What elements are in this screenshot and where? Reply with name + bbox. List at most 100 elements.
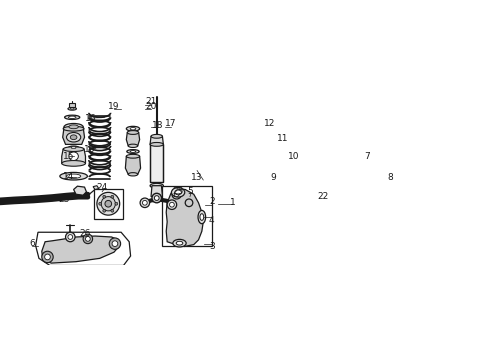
Ellipse shape — [70, 108, 74, 109]
Ellipse shape — [173, 239, 186, 247]
Circle shape — [152, 193, 162, 203]
Circle shape — [115, 202, 118, 205]
Circle shape — [111, 209, 114, 212]
Ellipse shape — [150, 183, 163, 188]
Circle shape — [112, 241, 118, 247]
Circle shape — [42, 251, 53, 263]
Ellipse shape — [70, 135, 77, 140]
Ellipse shape — [128, 173, 138, 176]
Polygon shape — [166, 189, 203, 247]
Circle shape — [185, 199, 193, 207]
Ellipse shape — [60, 172, 87, 180]
Circle shape — [140, 198, 149, 208]
Circle shape — [167, 200, 177, 210]
Text: 24: 24 — [97, 183, 108, 192]
Ellipse shape — [175, 190, 181, 195]
Text: 15: 15 — [63, 152, 74, 161]
Circle shape — [68, 235, 73, 239]
Text: 13: 13 — [191, 173, 203, 182]
Circle shape — [85, 237, 90, 241]
Polygon shape — [42, 236, 120, 263]
Polygon shape — [93, 186, 99, 189]
Polygon shape — [150, 136, 163, 144]
Ellipse shape — [130, 127, 136, 130]
Ellipse shape — [67, 132, 81, 142]
Circle shape — [172, 189, 181, 199]
Text: 10: 10 — [288, 152, 299, 161]
Bar — [162, 186, 212, 246]
Text: 3: 3 — [209, 242, 215, 251]
Text: 21: 21 — [146, 97, 157, 106]
Text: 7: 7 — [364, 152, 369, 161]
Ellipse shape — [127, 150, 139, 153]
Ellipse shape — [62, 161, 85, 166]
Polygon shape — [36, 232, 131, 265]
Text: 25: 25 — [172, 187, 184, 196]
Circle shape — [109, 238, 121, 249]
Text: 17: 17 — [165, 120, 177, 129]
Text: 23: 23 — [58, 195, 70, 204]
Text: 14: 14 — [63, 172, 74, 181]
Circle shape — [143, 201, 147, 205]
Ellipse shape — [65, 115, 80, 120]
Text: 4: 4 — [209, 216, 215, 225]
Text: 18: 18 — [152, 121, 164, 130]
Polygon shape — [74, 186, 86, 195]
Ellipse shape — [67, 174, 81, 178]
Bar — [94, 189, 123, 219]
Circle shape — [45, 254, 50, 260]
Circle shape — [103, 195, 106, 198]
Polygon shape — [125, 156, 141, 174]
Polygon shape — [151, 186, 162, 197]
Ellipse shape — [69, 125, 78, 129]
Ellipse shape — [63, 147, 84, 152]
Text: 6: 6 — [29, 239, 35, 248]
Text: 19: 19 — [108, 102, 120, 111]
Text: 9: 9 — [270, 173, 276, 182]
Circle shape — [105, 201, 112, 207]
Text: 16: 16 — [84, 114, 96, 123]
Circle shape — [103, 209, 106, 212]
Polygon shape — [126, 132, 140, 146]
Ellipse shape — [127, 131, 139, 134]
Ellipse shape — [69, 146, 79, 149]
Text: 20: 20 — [146, 102, 157, 111]
Circle shape — [154, 196, 159, 201]
Circle shape — [174, 192, 179, 197]
Circle shape — [66, 232, 75, 242]
Circle shape — [97, 192, 120, 215]
Ellipse shape — [68, 107, 76, 110]
Polygon shape — [62, 149, 85, 163]
Circle shape — [170, 202, 174, 207]
Ellipse shape — [151, 134, 162, 138]
Ellipse shape — [126, 154, 140, 158]
Ellipse shape — [172, 188, 185, 197]
Ellipse shape — [128, 144, 138, 148]
Circle shape — [83, 234, 93, 244]
Polygon shape — [63, 127, 85, 144]
Text: 16: 16 — [83, 145, 95, 154]
Ellipse shape — [198, 210, 206, 224]
Bar — [70, 103, 75, 107]
Ellipse shape — [200, 214, 204, 220]
Ellipse shape — [176, 241, 183, 245]
Circle shape — [99, 202, 101, 205]
Text: 1: 1 — [230, 198, 236, 207]
Ellipse shape — [69, 152, 78, 161]
Circle shape — [111, 195, 114, 198]
Text: 12: 12 — [264, 118, 275, 127]
Text: 26: 26 — [80, 229, 91, 238]
Ellipse shape — [63, 126, 84, 131]
Circle shape — [101, 197, 116, 211]
Ellipse shape — [71, 147, 76, 149]
Ellipse shape — [126, 126, 140, 131]
Text: 22: 22 — [318, 192, 329, 201]
Ellipse shape — [69, 116, 76, 118]
Text: 5: 5 — [187, 187, 193, 196]
Text: 11: 11 — [277, 134, 288, 143]
Ellipse shape — [64, 123, 83, 130]
Ellipse shape — [130, 150, 136, 152]
Text: 8: 8 — [388, 173, 393, 182]
Text: 2: 2 — [209, 197, 215, 206]
Ellipse shape — [150, 143, 163, 146]
